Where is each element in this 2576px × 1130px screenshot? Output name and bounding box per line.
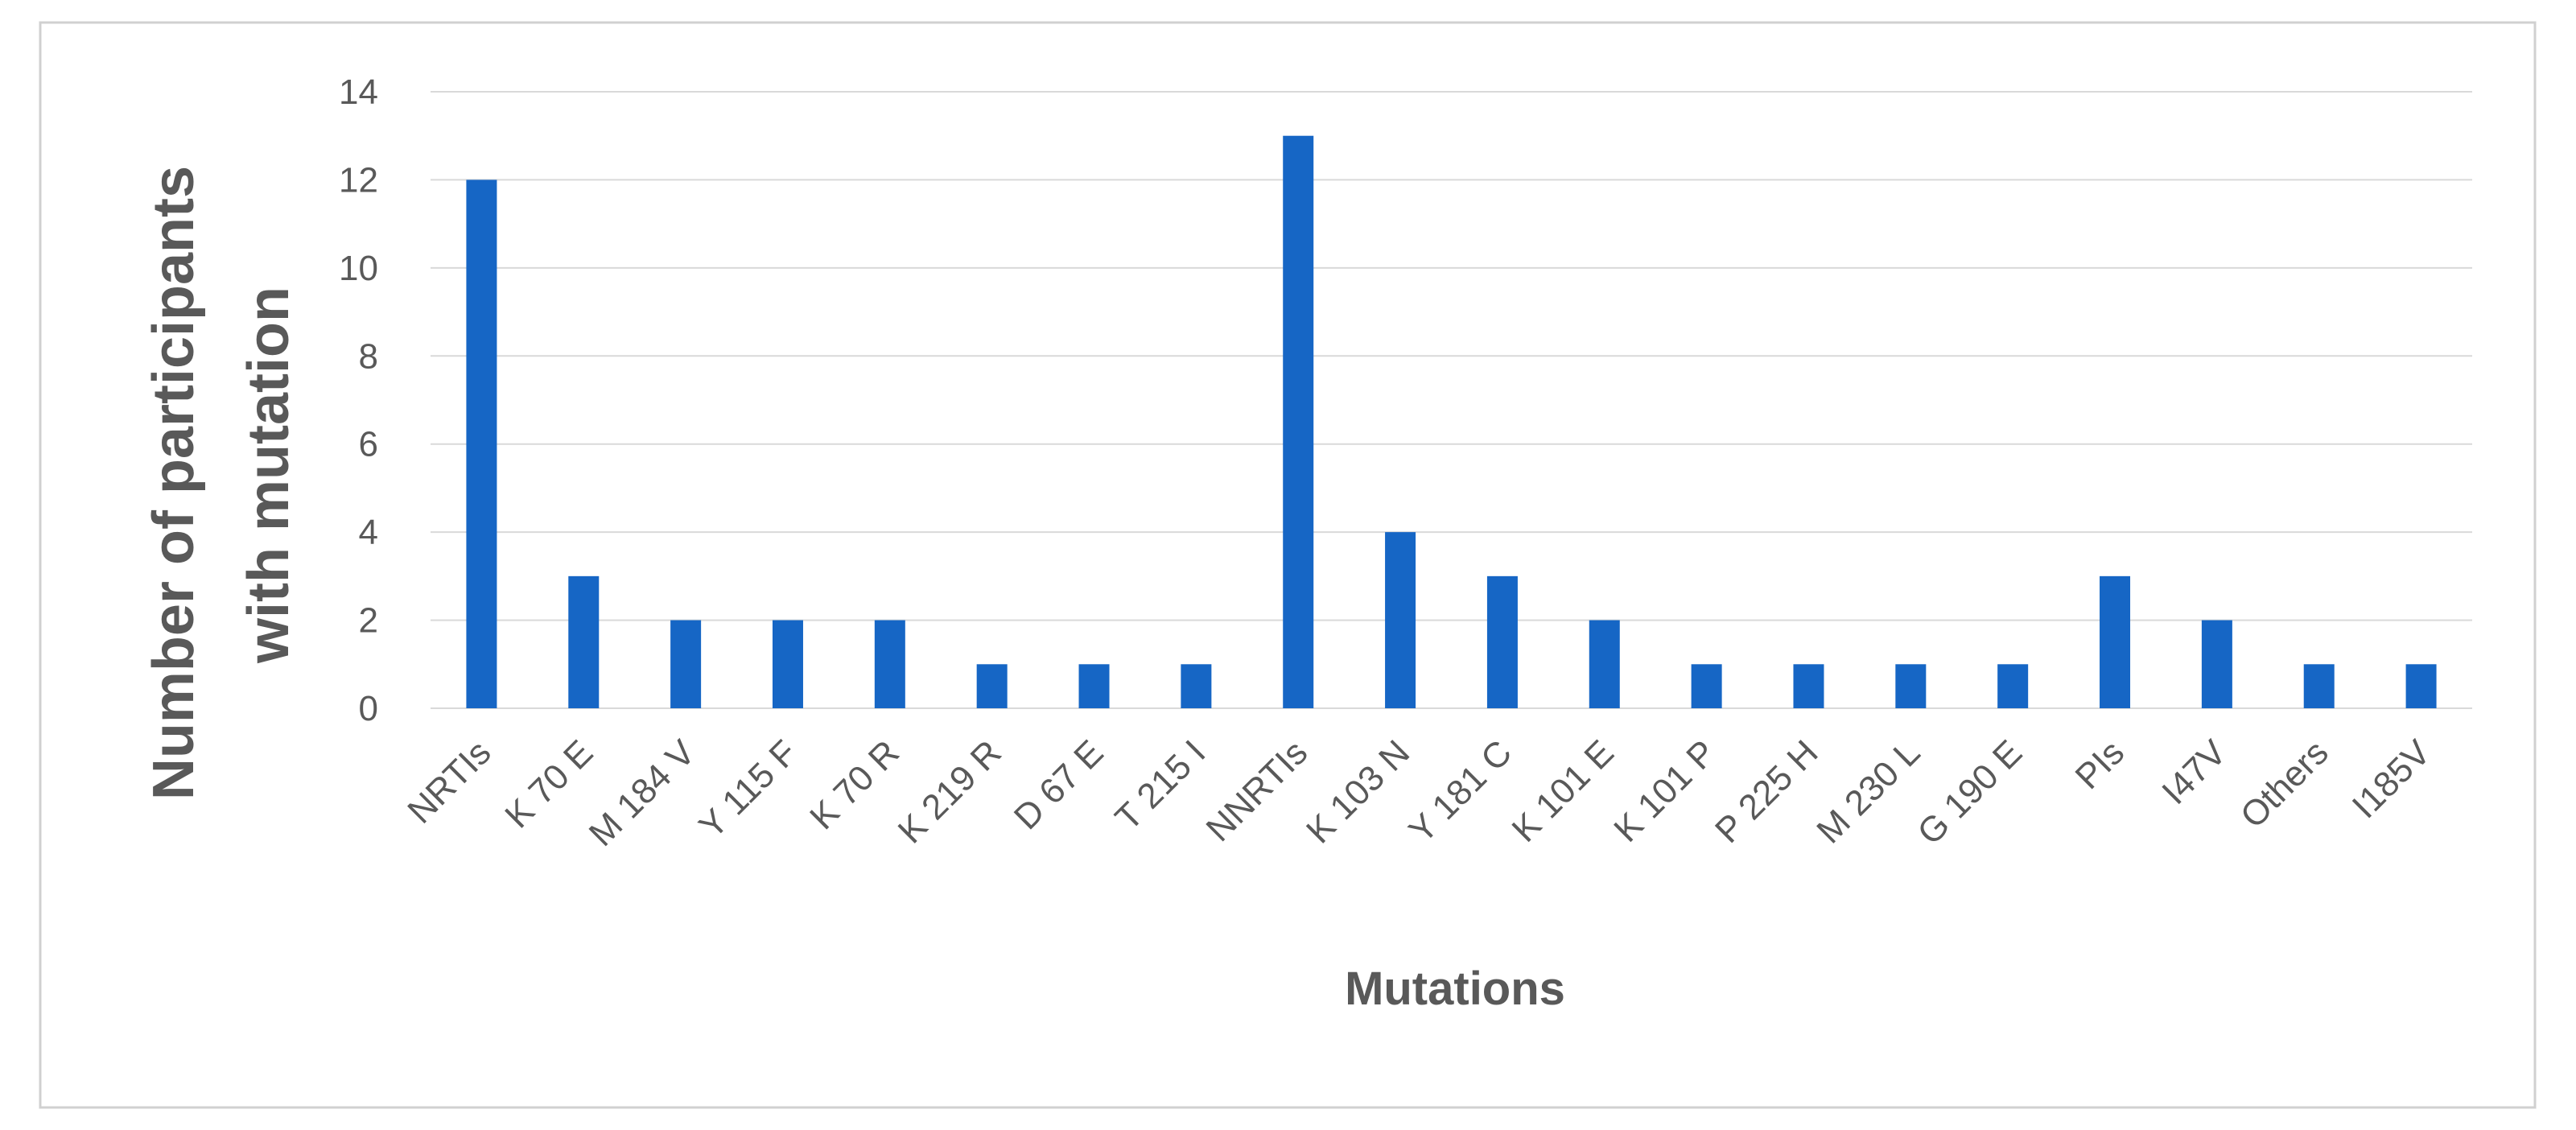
- y-tick-label: 2: [359, 601, 378, 641]
- bar: [1283, 135, 1314, 708]
- y-axis-title-line-2: with mutation: [237, 287, 301, 664]
- bar: [2405, 664, 2437, 708]
- x-axis-title: Mutations: [1345, 963, 1565, 1015]
- bar: [1793, 664, 1824, 708]
- y-axis-title-line-1: Number of participants: [142, 166, 206, 800]
- bar: [2303, 664, 2335, 708]
- y-axis-ticks: 0 2 4 6 8 10 12 14: [339, 72, 378, 728]
- bar: [568, 575, 600, 708]
- bar: [1997, 664, 2029, 708]
- y-tick-label: 8: [359, 336, 378, 376]
- y-tick-label: 6: [359, 425, 378, 464]
- y-tick-label: 4: [359, 513, 378, 552]
- y-tick-label: 10: [339, 249, 378, 288]
- bar: [466, 179, 497, 708]
- gridlines: [431, 91, 2472, 709]
- bar: [2100, 575, 2131, 708]
- bar: [1589, 620, 1620, 708]
- bar: [1078, 664, 1110, 708]
- bar: [1691, 664, 1722, 708]
- bar: [976, 664, 1008, 708]
- bar: [874, 620, 905, 708]
- bars: [466, 135, 2437, 708]
- bar: [1895, 664, 1927, 708]
- bar: [670, 620, 702, 708]
- bar: [1486, 575, 1518, 708]
- y-tick-label: 14: [339, 72, 378, 112]
- y-tick-label: 12: [339, 160, 378, 200]
- bar: [772, 620, 803, 708]
- y-axis-title: Number of participants with mutation: [142, 150, 301, 800]
- bar: [2201, 620, 2232, 708]
- y-tick-label: 0: [359, 689, 378, 728]
- bar: [1181, 664, 1212, 708]
- bar: [1385, 532, 1416, 708]
